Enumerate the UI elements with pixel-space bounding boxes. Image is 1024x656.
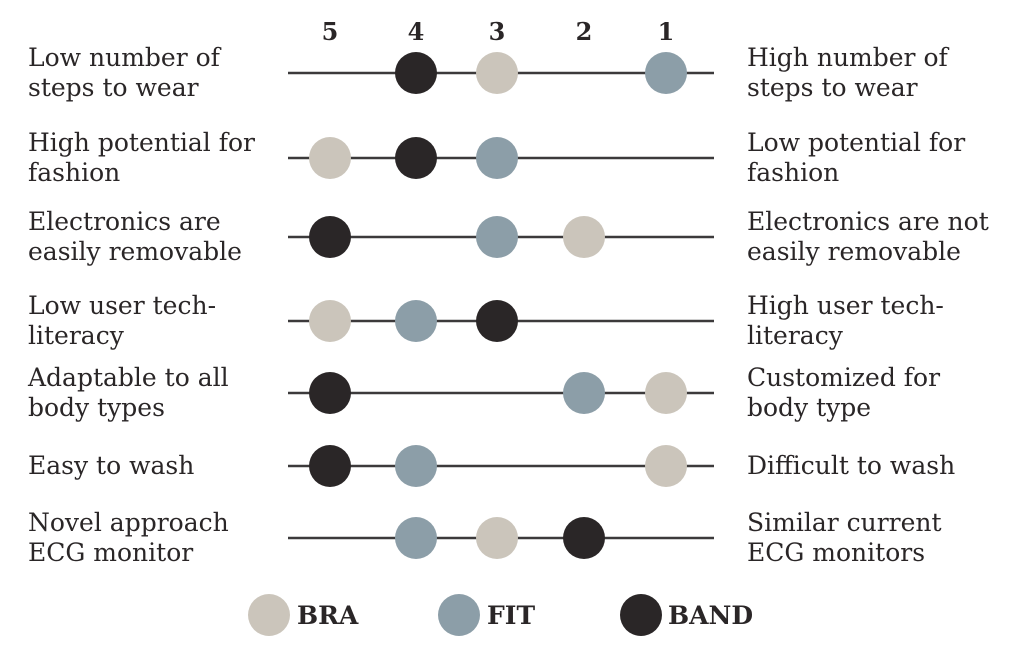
- point-bra: [563, 216, 605, 258]
- right-label-line: fashion: [747, 158, 839, 187]
- right-label-line: High user tech-: [747, 291, 944, 320]
- left-label-line: literacy: [28, 321, 125, 350]
- point-bra: [309, 137, 351, 179]
- scale-label-1: 1: [658, 17, 675, 46]
- point-band: [309, 216, 351, 258]
- scale-label-3: 3: [489, 17, 506, 46]
- legend: BRA FIT BAND: [248, 594, 753, 636]
- point-band: [309, 372, 351, 414]
- right-label-line: body type: [747, 393, 871, 422]
- point-bra: [309, 300, 351, 342]
- left-label-line: body types: [28, 393, 165, 422]
- point-fit: [395, 517, 437, 559]
- right-label-line: Difficult to wash: [747, 451, 955, 480]
- left-label-line: easily removable: [28, 237, 242, 266]
- legend-swatch-bra: [248, 594, 290, 636]
- left-label-line: Adaptable to all: [27, 363, 229, 392]
- point-fit: [476, 216, 518, 258]
- right-label-line: literacy: [747, 321, 844, 350]
- point-bra: [476, 517, 518, 559]
- right-label-line: easily removable: [747, 237, 961, 266]
- right-label-line: Customized for: [747, 363, 940, 392]
- right-label-line: ECG monitors: [747, 538, 925, 567]
- scale-label-4: 4: [408, 17, 425, 46]
- point-band: [563, 517, 605, 559]
- scale-header: 5 4 3 2 1: [322, 17, 675, 46]
- left-label-line: Low number of: [28, 43, 222, 72]
- legend-label-fit: FIT: [487, 601, 535, 630]
- point-band: [476, 300, 518, 342]
- point-bra: [645, 445, 687, 487]
- right-label-line: Low potential for: [747, 128, 965, 157]
- left-label-line: Low user tech-: [28, 291, 216, 320]
- row-6: Easy to wash Difficult to wash: [28, 445, 955, 487]
- point-fit: [395, 300, 437, 342]
- right-label-line: High number of: [747, 43, 950, 72]
- left-label-line: steps to wear: [28, 73, 199, 102]
- point-band: [395, 52, 437, 94]
- legend-swatch-fit: [438, 594, 480, 636]
- left-label-line: fashion: [28, 158, 120, 187]
- point-band: [309, 445, 351, 487]
- left-label-line: Novel approach: [28, 508, 229, 537]
- scale-label-2: 2: [576, 17, 593, 46]
- legend-swatch-band: [620, 594, 662, 636]
- legend-label-band: BAND: [668, 601, 753, 630]
- point-band: [395, 137, 437, 179]
- legend-label-bra: BRA: [297, 601, 359, 630]
- point-fit: [476, 137, 518, 179]
- point-fit: [645, 52, 687, 94]
- left-label-line: Electronics are: [28, 207, 221, 236]
- left-label-line: ECG monitor: [28, 538, 193, 567]
- right-label-line: Electronics are not: [747, 207, 989, 236]
- point-fit: [563, 372, 605, 414]
- right-label-line: Similar current: [747, 508, 942, 537]
- left-label-line: Easy to wash: [28, 451, 194, 480]
- scale-label-5: 5: [322, 17, 339, 46]
- point-fit: [395, 445, 437, 487]
- point-bra: [476, 52, 518, 94]
- left-label-line: High potential for: [28, 128, 255, 157]
- point-bra: [645, 372, 687, 414]
- right-label-line: steps to wear: [747, 73, 918, 102]
